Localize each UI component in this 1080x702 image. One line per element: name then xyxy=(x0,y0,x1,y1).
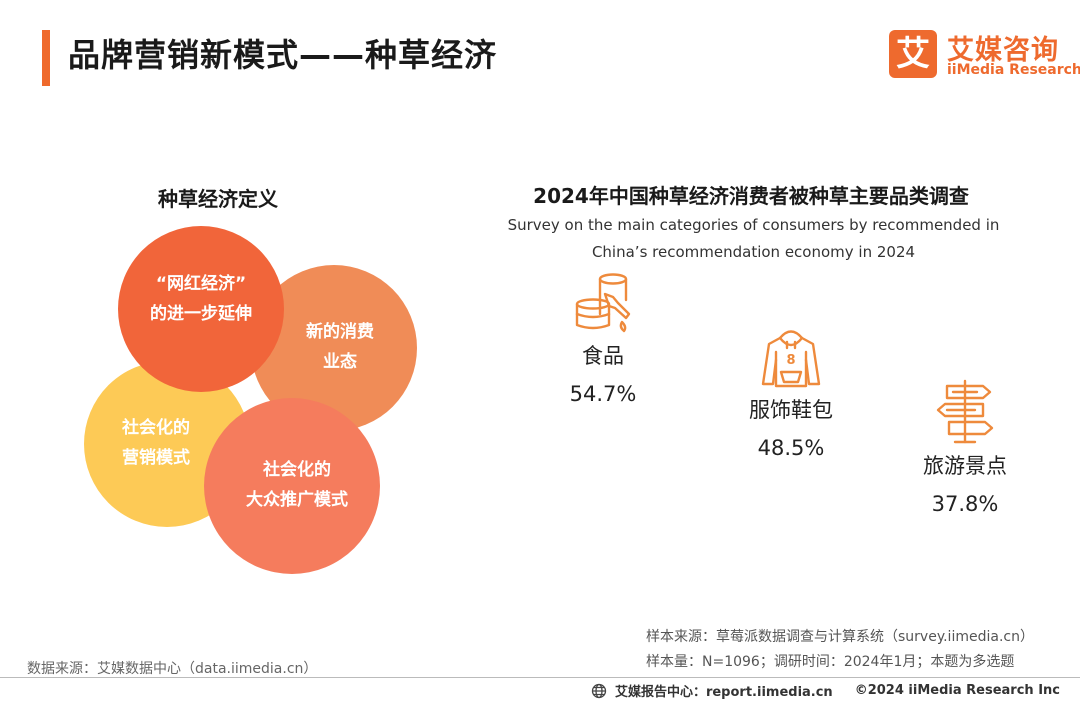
category-food: 食品 54.7% xyxy=(558,270,648,406)
survey-subtitle-line: China’s recommendation economy in 2024 xyxy=(591,243,916,261)
food-icon xyxy=(575,273,631,333)
circle-line: 的进一步延伸 xyxy=(150,304,252,324)
category-value: 48.5% xyxy=(757,436,825,460)
circle-mass-promotion: 社会化的 大众推广模式 xyxy=(204,398,380,574)
data-source: 数据来源：艾媒数据中心（data.iimedia.cn） xyxy=(27,661,318,677)
circle-line: 营销模式 xyxy=(122,448,190,468)
footer-divider xyxy=(0,677,1080,678)
logo: 艾 艾媒咨询 iiMedia Research xyxy=(889,30,1080,82)
circle-line: 新的消费 xyxy=(306,322,374,343)
globe-icon xyxy=(591,683,607,698)
footer: 艾媒报告中心：report.iimedia.cn ©2024 iiMedia R… xyxy=(591,681,1060,700)
sample-size: 样本量：N=1096；调研时间：2024年1月；本题为多选题 xyxy=(646,654,1015,670)
circle-line: 社会化的 xyxy=(263,460,331,481)
definition-title: 种草经济定义 xyxy=(158,187,278,211)
logo-en-text: iiMedia Research xyxy=(947,62,1080,78)
category-apparel: 8 服饰鞋包 48.5% xyxy=(736,326,846,460)
survey-subtitle-line: Survey on the main categories of consume… xyxy=(507,216,1000,234)
sample-source: 样本来源：草莓派数据调查与计算系统（survey.iimedia.cn） xyxy=(646,629,1034,645)
page-title: 品牌营销新模式——种草经济 xyxy=(68,36,498,74)
category-travel: 旅游景点 37.8% xyxy=(910,378,1020,516)
circle-line: 大众推广模式 xyxy=(246,490,348,510)
logo-mark: 艾 xyxy=(889,30,937,78)
category-label: 服饰鞋包 xyxy=(749,398,833,422)
circle-influencer-economy: “网红经济” 的进一步延伸 xyxy=(118,226,284,392)
logo-cn-text: 艾媒咨询 xyxy=(947,35,1059,66)
circle-line: 业态 xyxy=(323,352,357,372)
category-value: 37.8% xyxy=(931,492,999,516)
svg-text:8: 8 xyxy=(786,353,795,368)
circle-line: “网红经济” xyxy=(155,274,247,295)
signpost-icon xyxy=(936,379,994,444)
title-accent-bar xyxy=(42,30,50,86)
footer-report-link[interactable]: 艾媒报告中心：report.iimedia.cn xyxy=(614,685,833,700)
survey-title: 2024年中国种草经济消费者被种草主要品类调查 xyxy=(533,184,969,208)
category-label: 旅游景点 xyxy=(923,454,1007,478)
survey-subtitle: Survey on the main categories of consume… xyxy=(496,212,1011,266)
category-value: 54.7% xyxy=(569,382,637,406)
hoodie-icon: 8 xyxy=(761,330,821,388)
circle-line: 社会化的 xyxy=(122,418,190,439)
category-label: 食品 xyxy=(582,344,624,368)
footer-copyright: ©2024 iiMedia Research Inc xyxy=(854,683,1060,698)
